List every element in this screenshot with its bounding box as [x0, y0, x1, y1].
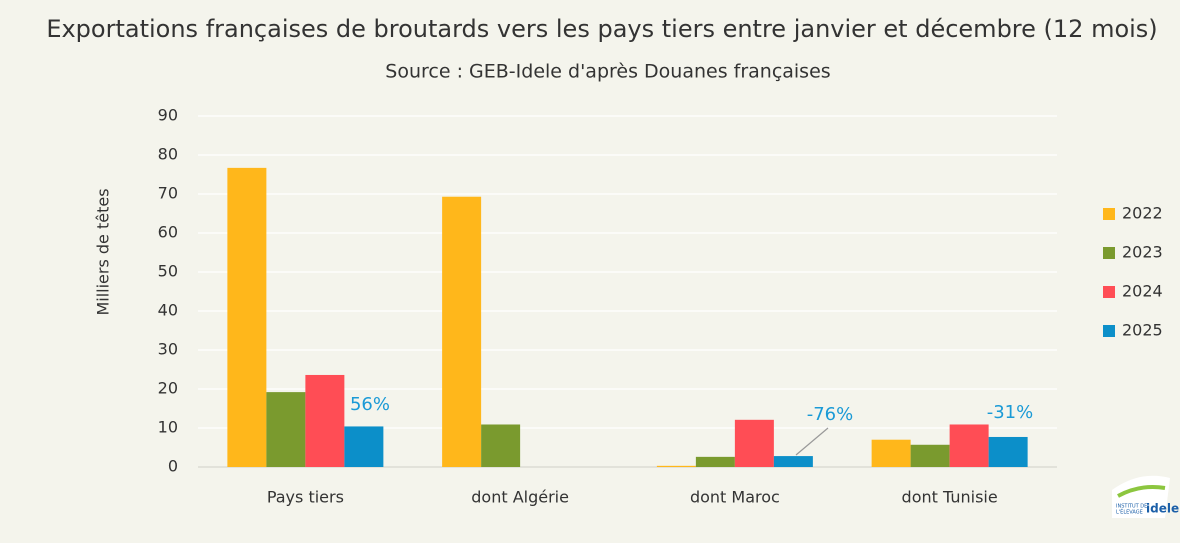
bar [871, 439, 911, 467]
legend-swatch [1103, 208, 1115, 220]
leader-line [795, 427, 829, 456]
y-tick-label: 60 [158, 223, 178, 242]
annotation: -31% [987, 402, 1034, 423]
chart-subtitle: Source : GEB-Idele d'après Douanes franç… [385, 61, 830, 83]
x-tick-label: dont Algérie [471, 488, 569, 507]
y-tick-label: 50 [158, 262, 178, 281]
legend-label: 2023 [1122, 243, 1163, 262]
bar [227, 167, 267, 467]
bar [481, 424, 521, 467]
y-tick-label: 80 [158, 145, 178, 164]
legend-label: 2024 [1122, 282, 1163, 301]
x-tick-label: dont Tunisie [902, 488, 998, 507]
legend-label: 2025 [1122, 321, 1163, 340]
bar [266, 392, 306, 467]
logo-swoosh [1117, 485, 1166, 498]
y-axis-label: Milliers de têtes [94, 188, 113, 315]
chart-title: Exportations françaises de broutards ver… [46, 15, 1157, 43]
logo: INSTITUT DE L'ÉLEVAGE idele [1112, 475, 1179, 518]
y-tick-label: 90 [158, 106, 178, 125]
annotation: 56% [350, 394, 390, 415]
bar [910, 444, 950, 467]
logo-text: L'ÉLEVAGE [1116, 508, 1143, 516]
y-tick-label: 40 [158, 301, 178, 320]
y-tick-label: 10 [158, 418, 178, 437]
legend-swatch [1103, 325, 1115, 337]
legend-swatch [1103, 247, 1115, 259]
logo-text: INSTITUT DE [1116, 504, 1147, 510]
bar [656, 465, 696, 467]
annotation: -76% [807, 404, 854, 425]
x-tick-label: dont Maroc [690, 488, 780, 507]
logo-brand: idele [1146, 502, 1179, 516]
bar [734, 419, 774, 467]
bar [773, 456, 813, 467]
legend-swatch [1103, 286, 1115, 298]
legend-label: 2022 [1122, 204, 1163, 223]
y-tick-label: 30 [158, 340, 178, 359]
bar [988, 436, 1028, 467]
y-tick-label: 70 [158, 184, 178, 203]
bar [695, 456, 735, 467]
y-tick-label: 0 [168, 457, 178, 476]
y-tick-label: 20 [158, 379, 178, 398]
bar [344, 426, 384, 467]
x-tick-label: Pays tiers [267, 488, 344, 507]
bar [305, 374, 345, 467]
bar [949, 424, 989, 467]
bar [442, 196, 482, 468]
